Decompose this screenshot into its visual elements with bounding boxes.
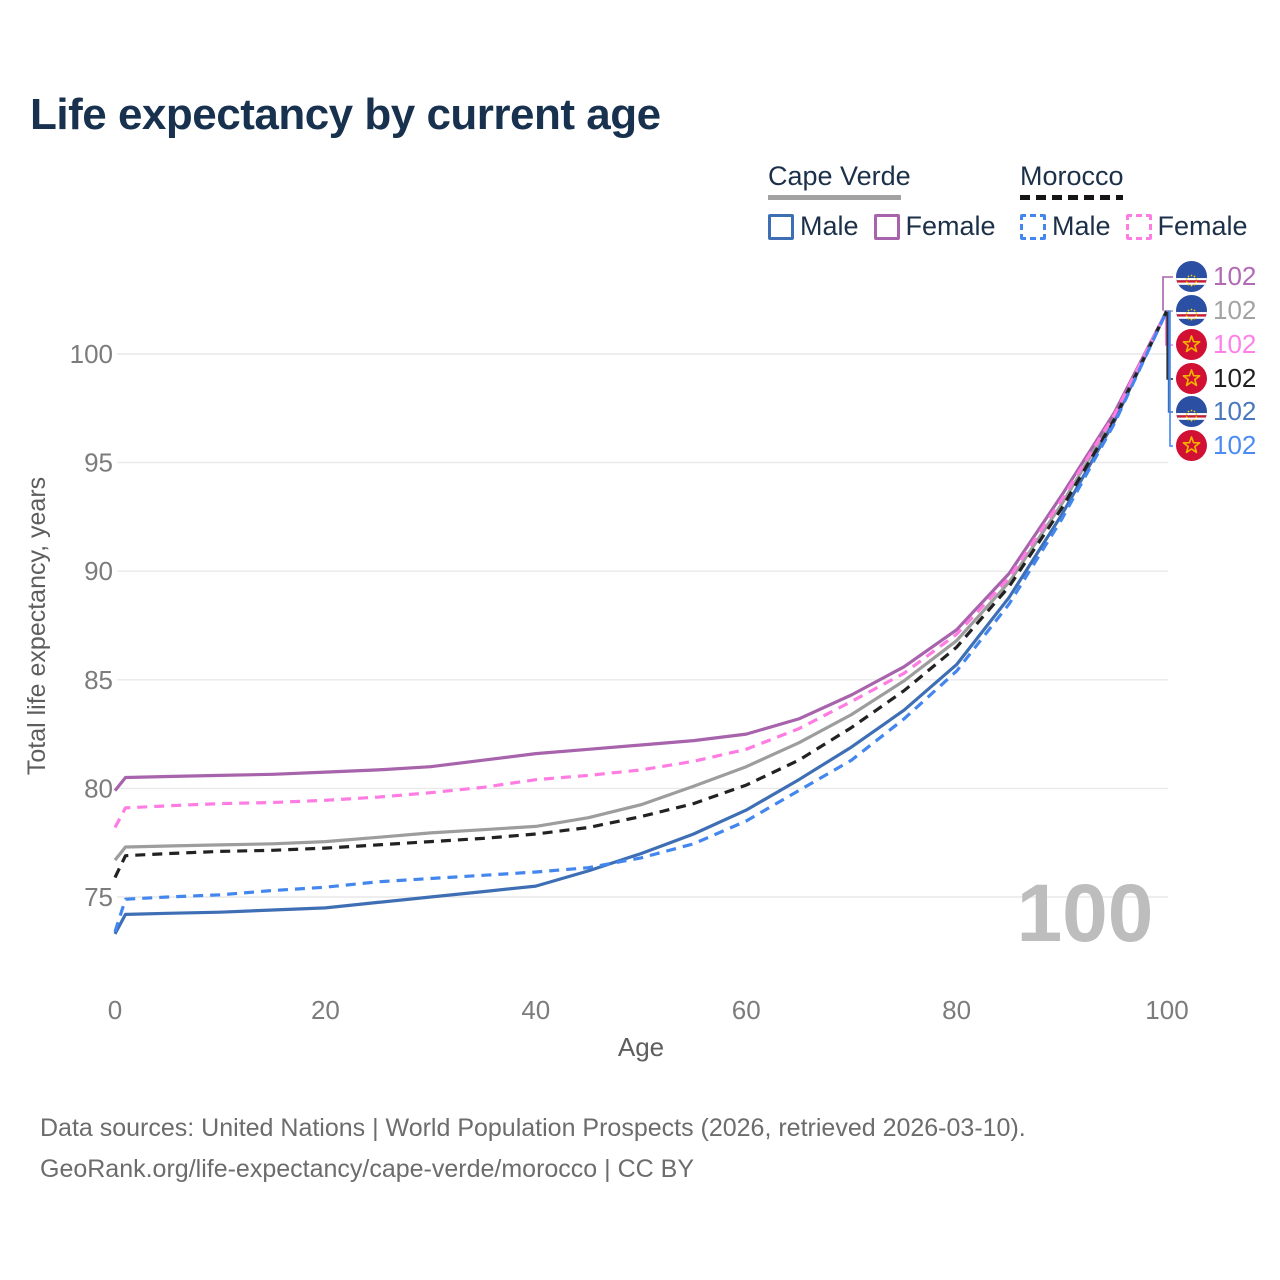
label-connector-morocco-male (1169, 310, 1173, 447)
cape-verde-stars (1185, 274, 1198, 287)
legend-group-cape-verde: Cape Verde Male Female (768, 161, 996, 242)
legend-header-cape-verde: Cape Verde (768, 161, 911, 191)
x-tick-100: 100 (1145, 995, 1188, 1025)
morocco-star (1182, 335, 1201, 353)
legend-label-female: Female (905, 211, 996, 241)
end-value: 102 (1213, 329, 1257, 359)
morocco-flag-icon (1176, 363, 1207, 394)
series-line-cape-verde-total (113, 309, 1169, 862)
attribution-line: GeoRank.org/life-expectancy/cape-verde/m… (40, 1155, 695, 1183)
end-label-cape-verde-male: 102 (1176, 396, 1256, 427)
morocco-male-swatch (1020, 213, 1046, 240)
end-label-morocco-total: 102 (1176, 363, 1256, 394)
y-tick-90: 90 (84, 556, 113, 586)
page-title: Life expectancy by current age (30, 90, 661, 139)
x-tick-40: 40 (521, 995, 550, 1025)
legend-item-morocco-female[interactable]: Female (1125, 211, 1248, 242)
series-line-cape-verde-female (113, 309, 1169, 792)
x-tick-80: 80 (942, 995, 971, 1025)
x-axis-title: Age (618, 1032, 664, 1062)
label-connector-morocco-total (1166, 310, 1173, 380)
end-label-cape-verde-female: 102 (1176, 261, 1256, 292)
end-label-morocco-male: 102 (1176, 430, 1256, 461)
morocco-flag-icon (1176, 430, 1207, 461)
legend-item-cape-verde-male[interactable]: Male (768, 211, 859, 242)
legend-label-male: Male (800, 211, 859, 241)
cape-verde-solid-line-key (768, 195, 901, 200)
series-line-morocco-total (113, 309, 1169, 879)
end-value: 102 (1213, 430, 1257, 460)
end-label-morocco-female: 102 (1176, 329, 1256, 360)
x-tick-60: 60 (732, 995, 761, 1025)
end-value: 102 (1213, 261, 1257, 291)
morocco-flag-icon (1176, 329, 1207, 360)
data-source-line: Data sources: United Nations | World Pop… (40, 1114, 1026, 1142)
y-axis-title: Total life expectancy, years (23, 477, 51, 775)
y-tick-85: 85 (84, 665, 113, 695)
label-connector-cape-verde-female (1162, 276, 1173, 311)
legend-label-female: Female (1157, 211, 1248, 241)
x-tick-20: 20 (311, 995, 340, 1025)
series-line-cape-verde-male (113, 309, 1169, 935)
end-label-cape-verde-total: 102 (1176, 295, 1256, 326)
legend-item-cape-verde-female[interactable]: Female (873, 211, 996, 242)
morocco-female-swatch (1125, 213, 1152, 240)
legend-header-morocco: Morocco (1020, 161, 1124, 191)
end-value: 102 (1213, 396, 1257, 426)
cape-verde-flag-icon (1176, 396, 1207, 427)
series-line-morocco-male (113, 309, 1169, 933)
cape-verde-female-swatch (873, 213, 900, 240)
label-connector-cape-verde-male (1167, 310, 1173, 413)
legend-item-morocco-male[interactable]: Male (1020, 211, 1111, 242)
y-tick-75: 75 (84, 882, 113, 912)
legend-group-morocco: Morocco Male Female (1020, 161, 1248, 242)
cape-verde-male-swatch (768, 213, 794, 240)
end-value: 102 (1213, 295, 1257, 325)
morocco-dashed-line-key (1020, 195, 1123, 200)
series-line-morocco-female (113, 309, 1169, 829)
age-watermark: 100 (1017, 868, 1154, 959)
y-tick-100: 100 (70, 339, 113, 369)
y-tick-80: 80 (84, 773, 113, 803)
y-tick-95: 95 (84, 448, 113, 478)
legend-label-male: Male (1052, 211, 1111, 241)
end-value: 102 (1213, 363, 1257, 393)
x-tick-0: 0 (108, 995, 122, 1025)
cape-verde-flag-icon (1176, 261, 1207, 292)
footer: Data sources: United Nations | World Pop… (40, 1108, 1026, 1190)
cape-verde-flag-icon (1176, 295, 1207, 326)
